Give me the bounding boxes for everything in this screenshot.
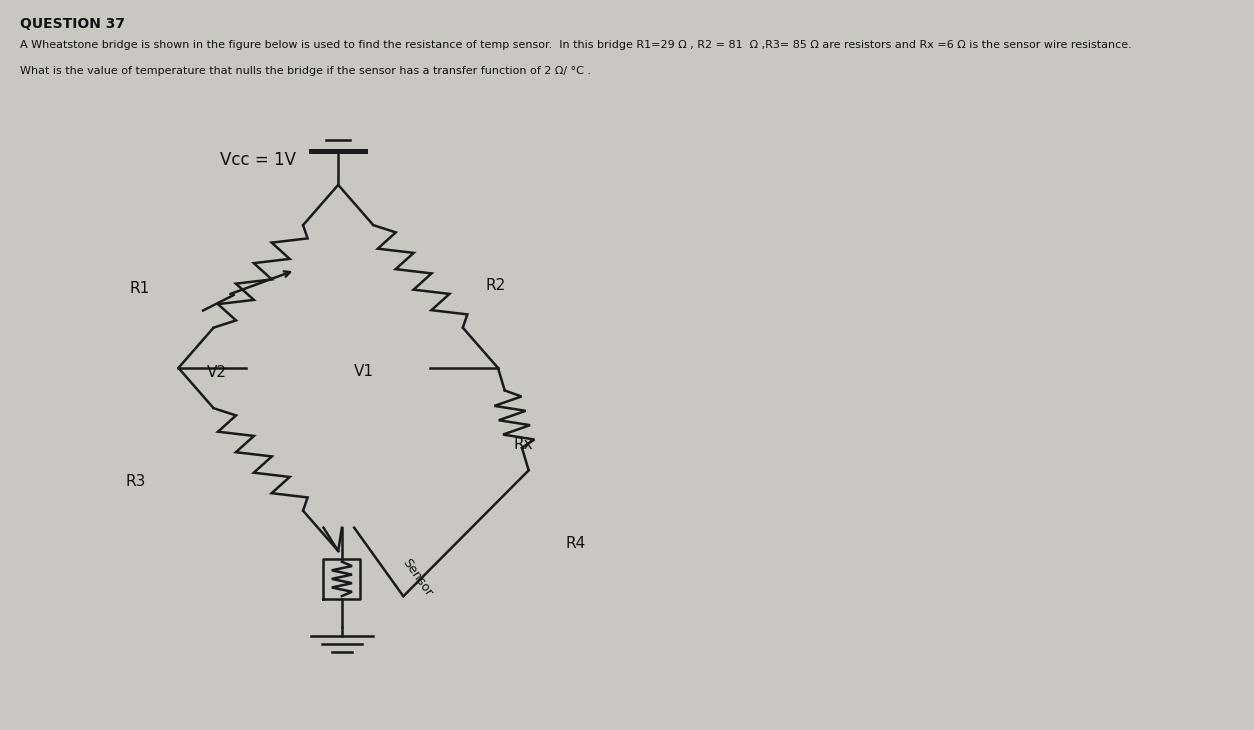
Text: Rx: Rx xyxy=(514,437,533,452)
Text: Vcc = 1V: Vcc = 1V xyxy=(221,151,296,169)
Text: R4: R4 xyxy=(566,536,586,551)
Text: QUESTION 37: QUESTION 37 xyxy=(20,17,125,31)
Text: What is the value of temperature that nulls the bridge if the sensor has a trans: What is the value of temperature that nu… xyxy=(20,66,591,76)
Text: R3: R3 xyxy=(125,474,145,489)
Text: R1: R1 xyxy=(129,282,149,296)
Text: V1: V1 xyxy=(354,364,374,379)
Text: Sensor: Sensor xyxy=(400,556,435,599)
Text: R2: R2 xyxy=(485,278,505,293)
Text: V2: V2 xyxy=(207,365,227,380)
Text: A Wheatstone bridge is shown in the figure below is used to find the resistance : A Wheatstone bridge is shown in the figu… xyxy=(20,40,1132,50)
